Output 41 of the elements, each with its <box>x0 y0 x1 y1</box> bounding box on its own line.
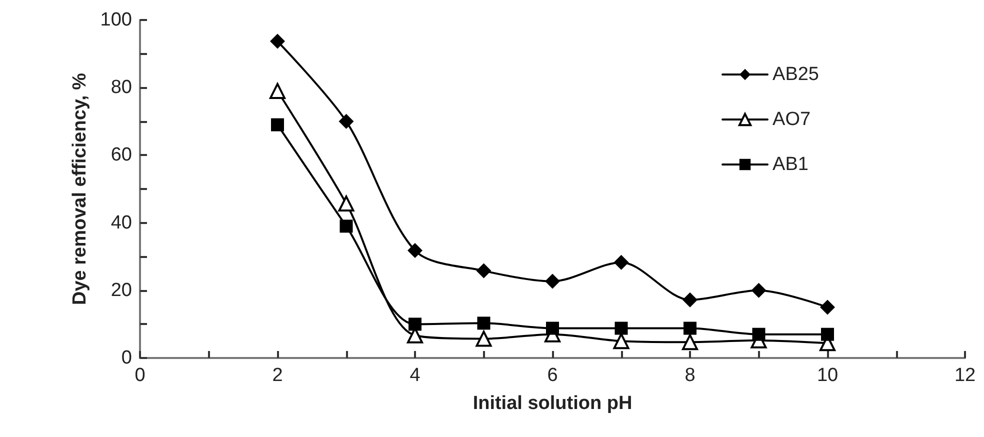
point <box>684 322 696 335</box>
point <box>820 300 835 315</box>
point <box>821 328 834 341</box>
legend-label: AB1 <box>772 154 808 175</box>
legend-label: AB25 <box>772 64 820 85</box>
legend-label: AO7 <box>772 109 811 130</box>
point <box>271 118 284 132</box>
point <box>614 322 628 335</box>
x-tick-label: 4 <box>410 365 421 386</box>
point <box>408 243 422 258</box>
point <box>270 82 286 99</box>
point <box>546 322 559 335</box>
y-tick-label: 60 <box>110 144 132 166</box>
point <box>682 292 698 308</box>
point <box>613 333 630 350</box>
point <box>340 220 353 233</box>
x-axis-title: Initial solution pH <box>472 393 632 414</box>
point <box>476 330 492 347</box>
y-tick-label: 80 <box>110 77 132 98</box>
point <box>545 274 560 289</box>
point <box>476 263 492 278</box>
x-tick-label: 10 <box>816 365 838 386</box>
x-tick-label: 0 <box>134 365 146 386</box>
y-tick-label: 20 <box>110 280 132 301</box>
x-tick-label: 6 <box>547 365 558 386</box>
point <box>270 34 285 49</box>
point <box>682 334 698 350</box>
point <box>408 318 422 331</box>
x-tick-label: 8 <box>684 365 696 386</box>
point <box>338 114 354 129</box>
x-tick-label: 2 <box>272 365 283 386</box>
x-tick-label: 12 <box>954 365 976 386</box>
y-tick-label: 40 <box>110 212 132 234</box>
point <box>614 254 629 270</box>
point <box>752 328 766 341</box>
y-tick-label: 100 <box>100 10 132 30</box>
point <box>338 196 354 212</box>
y-tick-label: 0 <box>121 348 132 368</box>
point <box>477 316 490 330</box>
y-axis-title: Dye removal efficiency, % <box>69 72 90 305</box>
point <box>751 282 766 298</box>
